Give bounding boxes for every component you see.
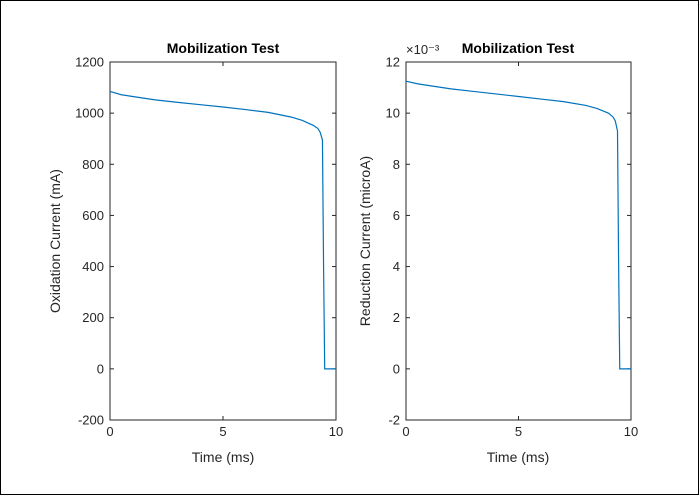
right-plot-ytick-label: 8 xyxy=(393,157,400,172)
left-plot-xtick-label: 5 xyxy=(219,424,226,439)
right-plot-ytick-label: 4 xyxy=(393,259,400,274)
right-plot-ytick-label: 6 xyxy=(393,208,400,223)
right-plot-xtick-label: 10 xyxy=(624,424,638,439)
left-plot-line xyxy=(109,90,336,370)
left-plot: Mobilization Test Time (ms) Oxidation Cu… xyxy=(47,40,343,465)
right-plot-series-line xyxy=(405,80,631,370)
left-plot-ytick-label: 600 xyxy=(82,208,104,223)
right-plot-ytick-label: 12 xyxy=(386,55,400,70)
right-plot-title: Mobilization Test xyxy=(462,40,575,56)
right-plot-ytick-label: 10 xyxy=(386,106,400,121)
right-plot-line xyxy=(405,80,631,370)
right-plot-ytick-label: 0 xyxy=(393,361,400,376)
left-plot-xlabel: Time (ms) xyxy=(192,449,254,465)
right-plot: Mobilization Test Time (ms) Reduction Cu… xyxy=(357,40,638,465)
right-plot-xlabel: Time (ms) xyxy=(487,449,549,465)
right-plot-ytick-label: -2 xyxy=(388,413,400,428)
left-plot-ytick-label: 800 xyxy=(82,157,104,172)
left-plot-title: Mobilization Test xyxy=(167,40,280,56)
left-plot-ytick-label: 1200 xyxy=(75,55,104,70)
left-plot-xtick-label: 10 xyxy=(329,424,343,439)
left-plot-series-line xyxy=(109,90,336,370)
left-plot-ytick-label: 1000 xyxy=(75,106,104,121)
left-plot-ytick-label: -200 xyxy=(78,413,104,428)
right-plot-exponent-label: ×10⁻³ xyxy=(406,42,440,57)
right-plot-xtick-label: 0 xyxy=(402,424,409,439)
left-plot-ytick-label: 200 xyxy=(82,310,104,325)
right-plot-ytick-label: 2 xyxy=(393,310,400,325)
left-plot-xtick-label: 0 xyxy=(106,424,113,439)
right-plot-xtick-label: 5 xyxy=(515,424,522,439)
left-plot-ytick-label: 0 xyxy=(97,361,104,376)
left-plot-ytick-label: 400 xyxy=(82,259,104,274)
left-plot-ylabel: Oxidation Current (mA) xyxy=(47,169,63,313)
right-plot-ylabel: Reduction Current (microA) xyxy=(357,156,373,326)
